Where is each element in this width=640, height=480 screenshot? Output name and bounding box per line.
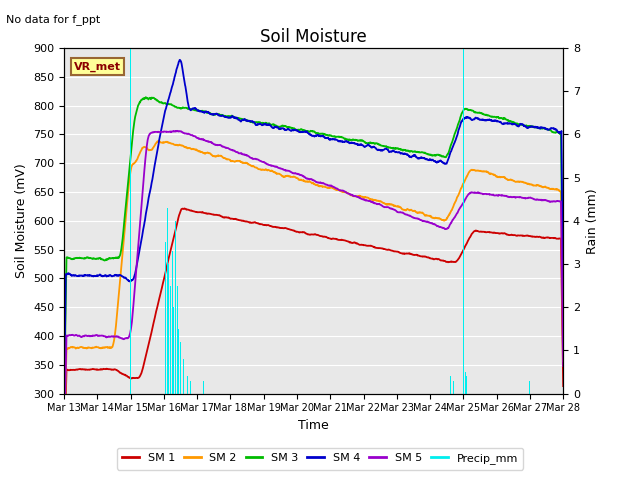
Bar [166,208,168,394]
Bar [175,221,176,394]
Legend: SM 1, SM 2, SM 3, SM 4, SM 5, Precip_mm: SM 1, SM 2, SM 3, SM 4, SM 5, Precip_mm [116,448,524,469]
Bar [463,26,464,394]
Text: No data for f_ppt: No data for f_ppt [6,14,100,25]
Bar [177,286,178,394]
Bar [130,48,131,394]
Bar [187,376,188,394]
Y-axis label: Rain (mm): Rain (mm) [586,188,598,253]
Title: Soil Moisture: Soil Moisture [260,28,367,47]
Bar [466,376,467,394]
Bar [180,342,181,394]
Bar [190,381,191,394]
Bar [183,359,184,394]
Y-axis label: Soil Moisture (mV): Soil Moisture (mV) [15,163,28,278]
Bar [529,381,531,394]
X-axis label: Time: Time [298,419,329,432]
Bar [173,307,174,394]
Bar [172,251,173,394]
Text: VR_met: VR_met [74,62,121,72]
Bar [170,286,171,394]
Bar [165,242,166,394]
Bar [453,381,454,394]
Bar [449,376,451,394]
Bar [168,264,170,394]
